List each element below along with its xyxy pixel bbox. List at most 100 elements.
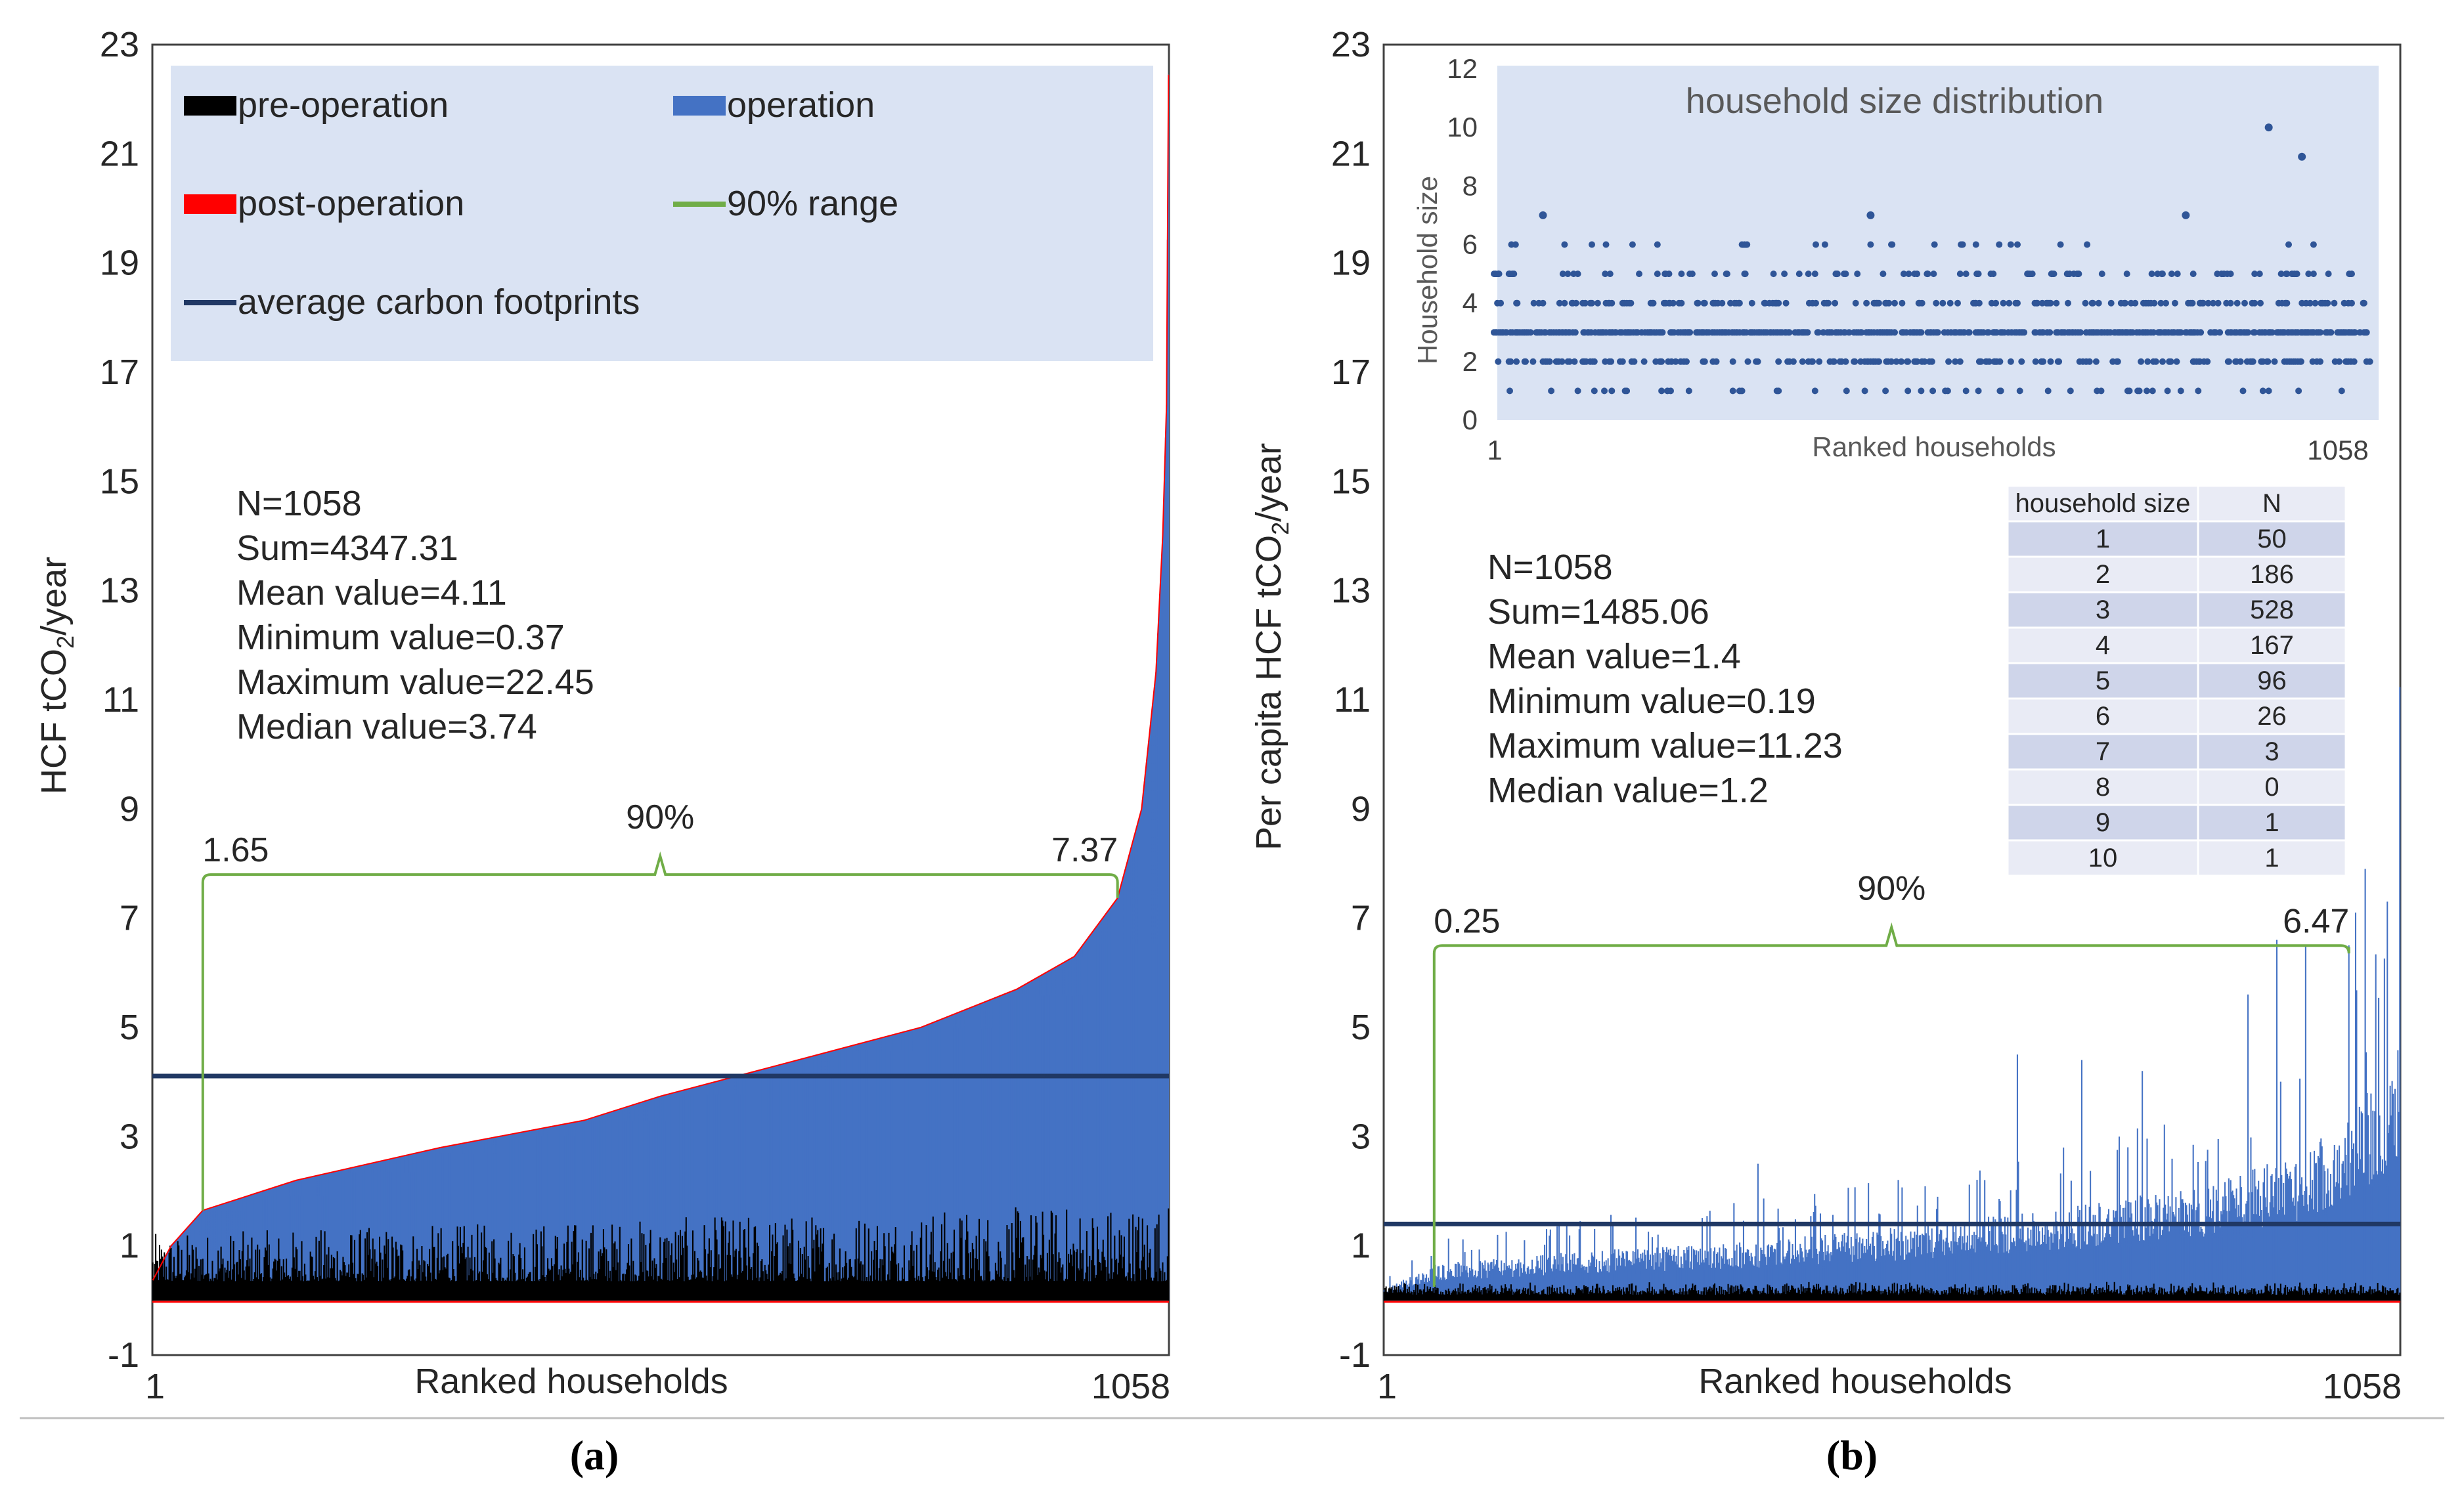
- panel-a-y-label-rest: /year: [34, 557, 74, 636]
- panel-b-y-tick: 11: [1334, 680, 1371, 720]
- panel-b-y-tick: 3: [1351, 1117, 1371, 1156]
- inset-y-tick: 12: [1447, 53, 1478, 84]
- inset-title: household size distribution: [1686, 81, 2103, 121]
- stat-line: Maximum value=22.45: [236, 662, 594, 702]
- panel-b-y-label-main: Per capita HCF tCO: [1249, 535, 1288, 850]
- panel-b-y-tick: 17: [1331, 353, 1371, 392]
- table-count-value: 528: [2250, 595, 2294, 624]
- panel-b-y-label-rest: /year: [1249, 443, 1288, 522]
- table-cell: [2197, 839, 2347, 877]
- panel-a-stats: N=1058 Sum=4347.31 Mean value=4.11 Minimum …: [236, 484, 594, 746]
- panel-a-y-tick: 13: [100, 571, 139, 611]
- range-90-high-label: 7.37: [1051, 831, 1118, 869]
- inset-outlier-point: [1539, 211, 1547, 219]
- inset-points: [1491, 241, 2373, 395]
- stat-line: Maximum value=11.23: [1487, 726, 1843, 766]
- panel-b-y-tick: 21: [1331, 134, 1371, 173]
- legend-label: post-operation: [238, 184, 464, 223]
- panel-b-x-tick-first: 1: [1377, 1367, 1397, 1406]
- table-size-value: 5: [2096, 666, 2110, 695]
- pre-operation-bars: [152, 1207, 1170, 1301]
- table-cell: [2006, 839, 2199, 877]
- table-header: N: [2262, 489, 2281, 518]
- range-90-label: 90%: [1857, 869, 1925, 907]
- inset-y-tick: 4: [1463, 288, 1478, 318]
- inset-outlier-point: [2264, 123, 2273, 132]
- panel-a-y-axis-label: HCF tCO2/year: [34, 557, 79, 794]
- table-cell: [2006, 662, 2199, 700]
- table-size-value: 8: [2096, 773, 2110, 802]
- range-90-bracket: [1432, 922, 2350, 1287]
- table-count-value: 3: [2264, 737, 2279, 766]
- table-count-value: 0: [2264, 773, 2279, 802]
- stat-line: N=1058: [1487, 548, 1613, 587]
- table-size-value: 10: [2088, 844, 2118, 873]
- table-header: household size: [2015, 489, 2191, 518]
- legend-label: operation: [727, 85, 875, 125]
- legend-swatch: [673, 96, 726, 116]
- stat-line: Minimum value=0.19: [1487, 681, 1816, 721]
- table-count-value: 96: [2257, 666, 2287, 695]
- table-size-value: 3: [2096, 595, 2110, 624]
- inset-scatter: 0 2 4 6 8 10 12: [1447, 53, 2373, 435]
- table-cell: [2197, 662, 2347, 700]
- post-operation-edge: [152, 74, 1170, 1281]
- panel-a-legend: pre-operation operation post-operation 90% …: [184, 85, 898, 322]
- legend-swatch: [184, 194, 236, 214]
- panel-b-y-axis-label: Per capita HCF tCO2/year: [1249, 443, 1294, 850]
- table-size-value: 4: [2096, 631, 2110, 660]
- operation-bars: [1383, 687, 2401, 1301]
- stat-line: Sum=1485.06: [1487, 592, 1709, 632]
- panel-a-y-tick: 21: [100, 134, 139, 173]
- table-cell: [2006, 804, 2199, 842]
- panel-a-x-axis-label: Ranked households: [414, 1362, 728, 1401]
- panel-a-legend-box: [171, 66, 1153, 361]
- panel-a-y-tick: 3: [120, 1117, 139, 1156]
- stat-line: N=1058: [236, 484, 362, 523]
- panel-a-y-tick: 5: [120, 1008, 139, 1047]
- inset-outlier-point: [2182, 211, 2190, 219]
- legend-swatch: [184, 96, 236, 116]
- table-count-value: 167: [2250, 631, 2294, 660]
- panel-b-x-tick-last: 1058: [2323, 1367, 2402, 1406]
- range-90-bracket: [201, 851, 1119, 1211]
- table-count-value: 26: [2257, 702, 2287, 731]
- panel-b-y-tick: 1: [1351, 1226, 1371, 1266]
- range-90-low-label: 1.65: [202, 831, 269, 869]
- legend-label: pre-operation: [238, 85, 449, 125]
- table-cell: [2197, 697, 2347, 735]
- stat-line: Mean value=1.4: [1487, 637, 1741, 676]
- table-count-value: 1: [2264, 808, 2279, 837]
- legend-label: 90% range: [727, 184, 898, 223]
- panel-b-label: (b): [1826, 1432, 1878, 1478]
- table-size-value: 6: [2096, 702, 2110, 731]
- panel-b-y-tick: 13: [1331, 571, 1371, 611]
- table-count-value: 186: [2250, 560, 2294, 589]
- table-cell: [2006, 591, 2199, 629]
- panel-b-y-tick: 19: [1331, 244, 1371, 283]
- panel-b-x-axis-label: Ranked households: [1698, 1362, 2012, 1401]
- table-size-value: 1: [2096, 525, 2110, 553]
- panel-a-y-tick: 19: [100, 244, 139, 283]
- table-count-value: 1: [2264, 844, 2279, 873]
- panel-a-y-tick: 9: [120, 789, 139, 829]
- panel-b-stats: N=1058 Sum=1485.06 Mean value=1.4 Minimum v…: [1487, 548, 1843, 810]
- panel-a: 1.65 7.37 90% pre-operation operation post-o…: [34, 25, 1170, 1478]
- inset-y-tick: 0: [1463, 404, 1478, 435]
- panel-b-overlays: 0.25 6.47 90%: [1384, 869, 2400, 1287]
- panel-a-y-tick: 23: [100, 25, 139, 64]
- stat-line: Mean value=4.11: [236, 573, 507, 613]
- inset-x-tick-first: 1: [1487, 435, 1502, 465]
- panel-a-y-tick: 17: [100, 353, 139, 392]
- inset-x-tick-last: 1058: [2307, 435, 2368, 465]
- inset-x-label: Ranked households: [1812, 431, 2056, 462]
- panel-b-bars: [1383, 687, 2401, 1303]
- panel-a-x-tick-last: 1058: [1091, 1367, 1170, 1406]
- table-size-value: 7: [2096, 737, 2110, 766]
- panel-a-y-tick: 7: [120, 899, 139, 938]
- panel-a-x-tick-first: 1: [145, 1367, 165, 1406]
